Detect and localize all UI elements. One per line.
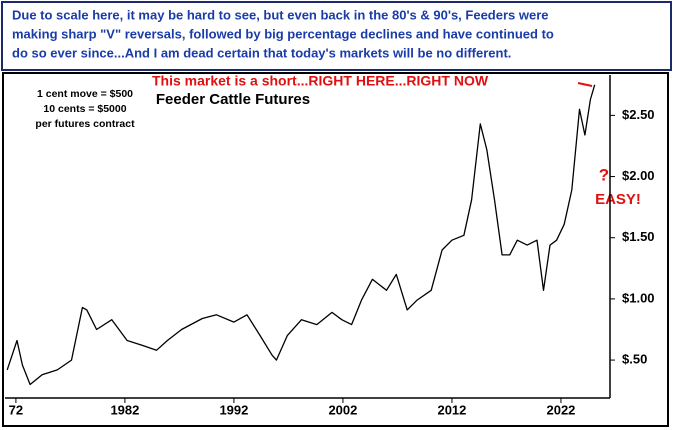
chart-title: Feeder Cattle Futures: [156, 91, 310, 108]
price-line: [6, 84, 596, 386]
x-tick-label: 2002: [328, 402, 357, 417]
annotation: 1 cent move = $500: [37, 88, 133, 100]
x-tick-label: 2012: [437, 402, 466, 417]
header-line: do so ever since...And I am dead certain…: [12, 45, 511, 60]
header-line: making sharp "V" reversals, followed by …: [12, 26, 554, 41]
x-tick-label: 1982: [110, 402, 139, 417]
annotation: per futures contract: [35, 118, 135, 130]
x-tick-label: 1992: [219, 402, 248, 417]
y-tick-label: $2.50: [622, 107, 655, 122]
annotation: 10 cents = $5000: [43, 103, 126, 115]
y-tick-label: $1.00: [622, 290, 655, 305]
annotation: This market is a short...RIGHT HERE...RI…: [152, 73, 489, 89]
header-box: [1, 1, 672, 71]
annotation: EASY!: [595, 191, 641, 208]
arrow: [577, 82, 593, 87]
x-tick-label: 72: [9, 402, 23, 417]
chart-box: [2, 72, 669, 427]
y-tick-label: $2.00: [622, 168, 655, 183]
y-tick-label: $1.50: [622, 229, 655, 244]
y-tick-label: $.50: [622, 352, 647, 367]
header-line: Due to scale here, it may be hard to see…: [12, 7, 549, 22]
annotation: ?: [599, 165, 609, 184]
x-tick-label: 2022: [546, 402, 575, 417]
